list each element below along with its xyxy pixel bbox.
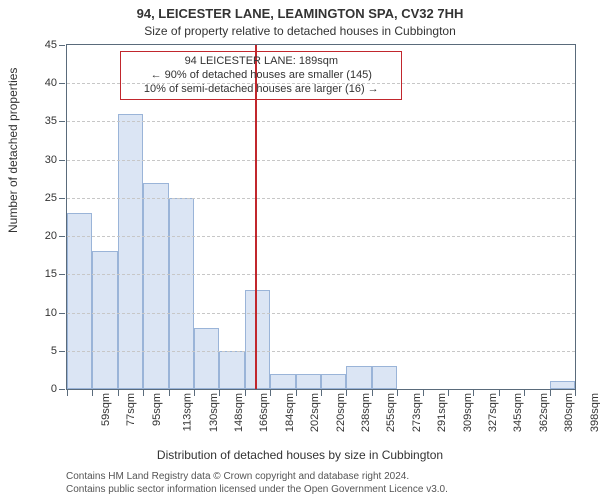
y-tick — [59, 236, 65, 237]
x-tick — [194, 390, 195, 396]
histogram-bar — [143, 183, 168, 389]
y-tick-label: 20 — [33, 230, 57, 242]
grid-line — [67, 236, 575, 237]
histogram-bar — [245, 290, 270, 389]
chart-subtitle: Size of property relative to detached ho… — [0, 24, 600, 38]
x-tick-label: 220sqm — [335, 393, 347, 432]
x-tick — [473, 390, 474, 396]
x-tick-label: 327sqm — [487, 393, 499, 432]
grid-line — [67, 121, 575, 122]
y-tick-label: 5 — [33, 345, 57, 357]
x-tick — [143, 390, 144, 396]
credits: Contains HM Land Registry data © Crown c… — [66, 471, 448, 496]
histogram-bar — [118, 114, 143, 389]
histogram-bar — [219, 351, 244, 389]
y-tick — [59, 83, 65, 84]
y-tick-label: 30 — [33, 154, 57, 166]
x-tick-label: 345sqm — [513, 393, 525, 432]
histogram-bar — [296, 374, 321, 389]
x-tick-label: 59sqm — [100, 393, 112, 426]
x-tick — [550, 390, 551, 396]
annotation-line-1: 94 LEICESTER LANE: 189sqm — [127, 55, 395, 69]
x-tick — [423, 390, 424, 396]
y-tick-label: 0 — [33, 383, 57, 395]
grid-line — [67, 160, 575, 161]
histogram-bar — [372, 366, 397, 389]
x-tick — [524, 390, 525, 396]
histogram-bar — [92, 251, 117, 389]
x-tick — [169, 390, 170, 396]
x-tick — [245, 390, 246, 396]
y-tick — [59, 313, 65, 314]
annotation-line-2: ← 90% of detached houses are smaller (14… — [127, 69, 395, 83]
histogram-bar — [194, 328, 219, 389]
x-tick-label: 113sqm — [182, 393, 194, 431]
grid-line — [67, 83, 575, 84]
y-axis-label: Number of detached properties — [6, 68, 20, 233]
x-tick-label: 255sqm — [386, 393, 398, 432]
grid-line — [67, 313, 575, 314]
grid-line — [67, 198, 575, 199]
y-tick — [59, 160, 65, 161]
y-tick — [59, 198, 65, 199]
x-tick-label: 166sqm — [259, 393, 271, 432]
histogram-bar — [346, 366, 371, 389]
y-tick — [59, 274, 65, 275]
x-tick — [448, 390, 449, 396]
histogram-bar — [169, 198, 194, 389]
x-tick-label: 95sqm — [151, 393, 163, 426]
x-tick — [296, 390, 297, 396]
y-tick — [59, 45, 65, 46]
x-tick-label: 202sqm — [309, 393, 321, 432]
x-axis-label: Distribution of detached houses by size … — [0, 448, 600, 462]
x-tick — [499, 390, 500, 396]
histogram-bar — [321, 374, 346, 389]
y-tick-label: 15 — [33, 268, 57, 280]
x-tick-label: 238sqm — [360, 393, 372, 432]
x-tick — [372, 390, 373, 396]
y-tick — [59, 351, 65, 352]
x-tick — [346, 390, 347, 396]
x-tick-label: 309sqm — [462, 393, 474, 432]
grid-line — [67, 351, 575, 352]
grid-line — [67, 274, 575, 275]
chart-container: { "title": "94, LEICESTER LANE, LEAMINGT… — [0, 0, 600, 500]
annotation-box: 94 LEICESTER LANE: 189sqm ← 90% of detac… — [120, 51, 402, 100]
x-tick-label: 398sqm — [589, 393, 600, 432]
x-tick — [67, 390, 68, 396]
x-tick-label: 148sqm — [233, 393, 245, 432]
credits-line-1: Contains HM Land Registry data © Crown c… — [66, 471, 448, 484]
x-tick — [118, 390, 119, 396]
x-tick-label: 130sqm — [208, 393, 220, 432]
histogram-bar — [550, 381, 575, 389]
x-tick-label: 77sqm — [125, 393, 137, 426]
credits-line-2: Contains public sector information licen… — [66, 484, 448, 497]
histogram-bar — [270, 374, 295, 389]
plot-area: 94 LEICESTER LANE: 189sqm ← 90% of detac… — [66, 44, 576, 390]
x-tick — [270, 390, 271, 396]
y-tick-label: 45 — [33, 39, 57, 51]
x-tick — [397, 390, 398, 396]
x-tick-label: 362sqm — [538, 393, 550, 432]
y-tick-label: 35 — [33, 115, 57, 127]
x-tick — [575, 390, 576, 396]
x-tick-label: 273sqm — [411, 393, 423, 432]
histogram-bar — [67, 213, 92, 389]
y-tick-label: 25 — [33, 192, 57, 204]
chart-title: 94, LEICESTER LANE, LEAMINGTON SPA, CV32… — [0, 6, 600, 21]
y-tick-label: 10 — [33, 307, 57, 319]
annotation-line-3: 10% of semi-detached houses are larger (… — [127, 83, 395, 97]
x-tick — [219, 390, 220, 396]
x-tick-label: 380sqm — [563, 393, 575, 432]
y-tick-label: 40 — [33, 77, 57, 89]
x-tick — [92, 390, 93, 396]
y-tick — [59, 121, 65, 122]
x-tick-label: 291sqm — [436, 393, 448, 432]
y-tick — [59, 389, 65, 390]
x-tick — [321, 390, 322, 396]
x-tick-label: 184sqm — [284, 393, 296, 432]
